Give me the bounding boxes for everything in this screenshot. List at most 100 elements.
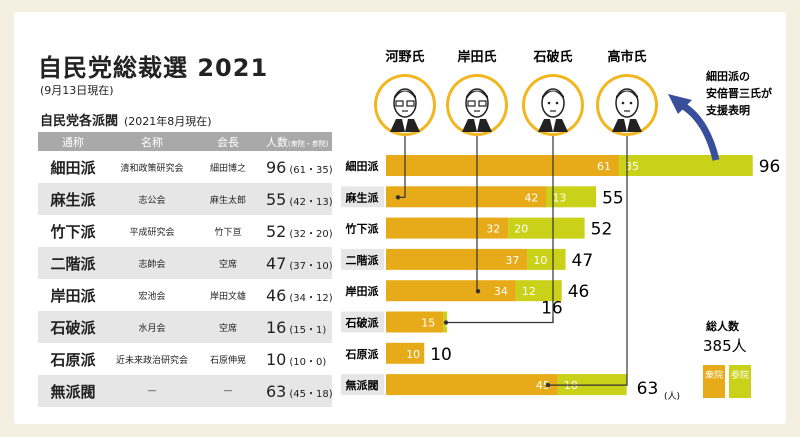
cell-name: 清和政策研究会 [120, 163, 184, 174]
cell-name: 近未来政治研究会 [115, 355, 188, 366]
table-row: 岸田派 宏池会 岸田文雄 46 (34・12) [38, 279, 332, 311]
cell-alias: 石破派 [38, 311, 108, 343]
glasses-icon [467, 100, 476, 107]
cell-members-breakdown: (15・1) [289, 324, 327, 336]
table-row: 細田派 清和政策研究会 細田博之 96 (61・35) [38, 151, 332, 183]
table-header-row: 通称 名称 会長 人数(衆院・参院) [38, 132, 332, 151]
cell-members: 63 (45・18) [260, 375, 332, 407]
connector-dot [443, 320, 449, 325]
connector-dot [475, 289, 481, 294]
legend-lower-house-label: 衆院 [705, 369, 723, 381]
cell-name: 水月会 [108, 311, 196, 343]
candidate-shirt [550, 119, 556, 132]
bar-lower-house-value: 37 [505, 254, 519, 267]
cell-members-breakdown: (34・12) [289, 292, 332, 304]
bar-lower-house [386, 155, 620, 176]
table-row: 竹下派 平成研究会 竹下亘 52 (32・20) [38, 215, 332, 247]
cell-name: 宏池会 [138, 291, 166, 302]
cell-members: 10 (10・0) [260, 343, 332, 375]
bar-lower-house-value: 45 [536, 379, 550, 392]
candidate-shirt [624, 119, 630, 132]
table-subtitle-asof: (2021年8月現在) [124, 115, 212, 128]
cell-name: 志帥会 [108, 247, 196, 279]
cell-members-breakdown: (32・20) [289, 228, 332, 240]
table-row: 石破派 水月会 空席 16 (15・1) [38, 311, 332, 343]
cell-alias: 岸田派 [50, 286, 96, 305]
table-row: 麻生派 志公会 麻生太郎 55 (42・13) [38, 183, 332, 215]
candidate-hair [542, 90, 564, 100]
cell-name: 志公会 [108, 183, 196, 215]
bar-lower-house-value: 10 [406, 348, 420, 361]
annotation-line2: 安倍晋三氏が [706, 86, 772, 100]
cell-members-breakdown: (10・0) [289, 356, 327, 368]
cell-members-total: 47 [266, 253, 287, 273]
bar-upper-house [546, 186, 597, 208]
bar-upper-house-value: 13 [552, 191, 566, 204]
cell-name: 平成研究会 [129, 227, 175, 238]
annotation-line1: 細田派の [706, 69, 750, 83]
eye-icon [621, 101, 625, 105]
cell-leader: — [196, 375, 260, 407]
category-label-box [341, 311, 384, 333]
category-label-box [341, 374, 384, 396]
bar-upper-house-value: 12 [522, 285, 536, 298]
candidate-shirt [474, 119, 480, 132]
candidate-face [541, 88, 565, 118]
candidate-shirt [402, 119, 408, 132]
unit-label: (人) [664, 391, 680, 402]
bar-upper-house-value: 10 [533, 254, 547, 267]
annotation-line3: 支援表明 [705, 103, 750, 117]
bar-upper-house [515, 280, 562, 302]
header-leader: 会長 [196, 132, 260, 151]
cell-members-breakdown: (61・35) [289, 164, 332, 176]
glasses-icon [395, 100, 404, 107]
bar-upper-house-value: 1 [444, 320, 450, 330]
cell-members-breakdown: (45・18) [289, 388, 332, 400]
bar-lower-house [386, 248, 528, 270]
bar-lower-house-value: 61 [597, 160, 611, 173]
bar-lower-house-value: 32 [486, 223, 500, 236]
total-note-value: 385人 [703, 337, 747, 355]
bar-total-value: 55 [602, 188, 624, 208]
bar-lower-house [386, 280, 516, 302]
cell-leader: 麻生太郎 [196, 183, 260, 215]
bar-lower-house-value: 42 [524, 191, 538, 204]
glasses-icon [406, 100, 415, 107]
cell-members-total: 10 [266, 349, 287, 369]
candidate-hair [394, 90, 416, 100]
candidate-face [615, 88, 639, 118]
table-row: 石原派 近未来政治研究会 石原伸晃 10 (10・0) [38, 343, 332, 375]
bar-total-value: 16 [541, 299, 563, 319]
cell-leader: 細田博之 [209, 163, 246, 174]
bar-lower-house [386, 374, 558, 396]
cell-alias: 細田派 [50, 158, 96, 177]
bar-upper-house [527, 248, 566, 270]
header-members: 人数(衆院・参院) [260, 132, 332, 151]
table-subtitle: 自民党各派閥 (2021年8月現在) [40, 110, 212, 129]
cell-members-total: 63 [266, 381, 287, 401]
cell-leader: 石原伸晃 [209, 355, 246, 366]
bar-total-value: 10 [430, 345, 452, 365]
legend-upper-house-label: 参院 [731, 369, 749, 381]
header-members-note: (衆院・参院) [288, 139, 329, 148]
bar-lower-house-value: 34 [494, 285, 508, 298]
table-subtitle-text: 自民党各派閥 [40, 114, 119, 129]
candidate-face [465, 88, 489, 118]
category-label: 竹下派 [345, 222, 380, 236]
bar-total-value: 96 [759, 157, 781, 177]
faction-table: 通称 名称 会長 人数(衆院・参院) 細田派 清和政策研究会 細田博之 96 (61・3… [38, 132, 332, 407]
bar-lower-house [386, 186, 547, 208]
bar-lower-house [386, 342, 425, 364]
cell-alias: 麻生派 [38, 183, 108, 215]
category-label: 石破派 [345, 316, 380, 330]
legend-upper-house-swatch [729, 365, 751, 398]
cell-members: 55 (42・13) [260, 183, 332, 215]
cell-members-total: 16 [266, 317, 287, 337]
total-note-label: 総人数 [706, 319, 740, 333]
table-row: 無派閥 — —63 (45・18) [38, 375, 332, 407]
cell-members: 46 (34・12) [260, 279, 332, 311]
candidate-hair [466, 90, 488, 100]
cell-alias: 石原派 [50, 350, 96, 369]
legend-lower-house-swatch [703, 365, 725, 398]
header-name: 名称 [108, 132, 196, 151]
